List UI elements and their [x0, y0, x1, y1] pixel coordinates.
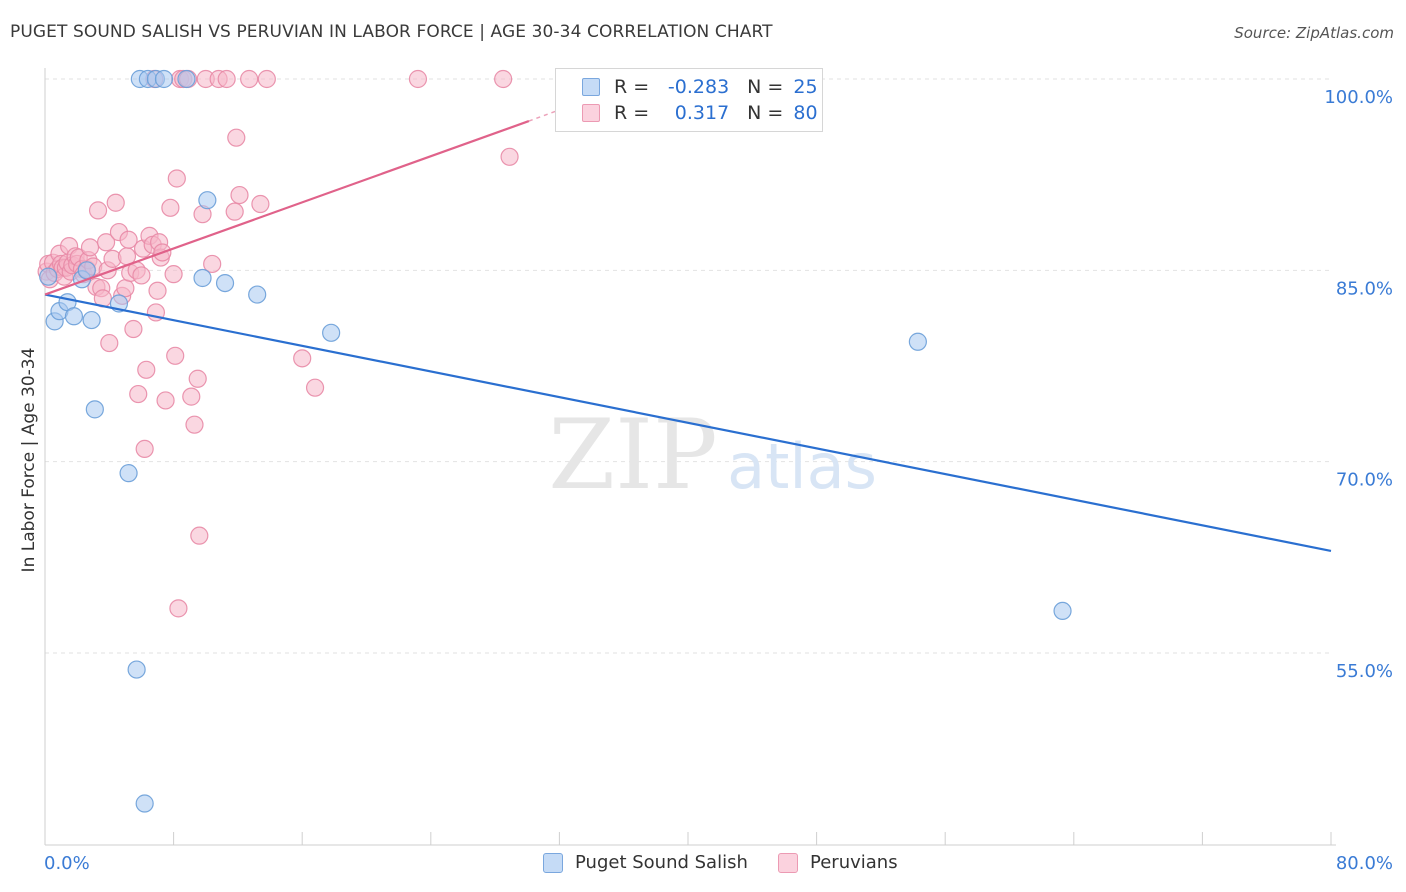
watermark: ZIP atlas: [548, 399, 877, 511]
legend-item-puget[interactable]: Puget Sound Salish: [543, 852, 748, 873]
point-peruvians: [251, 194, 270, 214]
point-peruvians: [408, 69, 428, 89]
point-puget-sound-salish: [119, 464, 138, 483]
point-peruvians: [227, 128, 246, 147]
legend-r-value: -0.283: [667, 76, 730, 98]
x-tick-label: 80.0%: [1336, 853, 1393, 874]
point-puget-sound-salish: [322, 323, 341, 342]
point-peruvians: [167, 169, 186, 188]
legend-r-label: R =: [614, 76, 650, 98]
point-peruvians: [185, 415, 204, 434]
legend-swatch-blue: [543, 852, 563, 873]
legend-row-peruvians: R = 0.317 N = 80: [582, 100, 818, 126]
point-puget-sound-salish: [82, 310, 101, 330]
y-tick-label: 55.0%: [1336, 661, 1393, 682]
source-credit: Source: ZipAtlas.com: [1234, 24, 1394, 42]
legend-n-label: N =: [747, 102, 784, 124]
y-axis-label: In Labor Force | Age 30-34: [19, 348, 39, 573]
point-peruvians: [494, 69, 513, 89]
point-peruvians: [225, 202, 244, 221]
point-peruvians: [190, 526, 209, 545]
point-peruvians: [164, 265, 183, 284]
chart-title: PUGET SOUND SALISH VS PERUVIAN IN LABOR …: [10, 22, 773, 42]
point-peruvians: [132, 266, 151, 285]
point-peruvians: [156, 391, 175, 410]
point-puget-sound-salish: [215, 273, 235, 293]
legend-row-puget: R = -0.283 N = 25: [582, 74, 818, 100]
point-peruvians: [148, 281, 167, 300]
point-peruvians: [217, 69, 236, 89]
point-puget-sound-salish: [64, 307, 84, 326]
point-peruvians: [500, 147, 519, 166]
point-peruvians: [135, 439, 154, 459]
point-peruvians: [106, 193, 125, 212]
point-puget-sound-salish: [248, 285, 267, 304]
point-peruvians: [119, 230, 138, 249]
point-peruvians: [188, 369, 207, 388]
legend-r-label: R =: [614, 102, 650, 124]
legend-swatch-blue: [582, 78, 600, 96]
legend-swatch-pink: [778, 852, 798, 873]
point-peruvians: [166, 346, 185, 365]
point-puget-sound-salish: [154, 69, 174, 89]
trend-line-puget: [44, 293, 1332, 553]
point-puget-sound-salish: [1053, 601, 1072, 621]
legend-n-label: N =: [747, 76, 784, 98]
point-puget-sound-salish: [198, 191, 217, 210]
point-peruvians: [161, 198, 180, 217]
point-puget-sound-salish: [177, 69, 196, 89]
y-tick-label: 100.0%: [1324, 87, 1393, 108]
point-puget-sound-salish: [39, 267, 58, 286]
point-puget-sound-salish: [135, 794, 154, 813]
legend-n-value: 80: [793, 102, 818, 124]
point-peruvians: [80, 238, 100, 257]
point-puget-sound-salish: [193, 268, 212, 288]
y-tick-label: 70.0%: [1336, 470, 1393, 491]
point-peruvians: [203, 254, 222, 274]
point-peruvians: [305, 378, 325, 397]
watermark-atlas: atlas: [727, 430, 877, 503]
legend-swatch-pink: [582, 104, 600, 122]
grid-lines: [45, 78, 1331, 654]
trend-line-peruvians: [44, 120, 530, 296]
point-peruvians: [169, 599, 188, 618]
point-peruvians: [293, 349, 312, 368]
point-puget-sound-salish: [127, 660, 146, 679]
point-peruvians: [88, 201, 108, 220]
point-peruvians: [124, 319, 143, 339]
correlation-legend: R = -0.283 N = 25 R = 0.317 N = 80: [555, 68, 823, 132]
point-peruvians: [240, 69, 259, 89]
tick-labels: 55.0% 70.0% 85.0% 100.0% 0.0% 80.0% In Labor F…: [19, 87, 1393, 874]
data-points: [37, 69, 1072, 813]
point-peruvians: [230, 185, 249, 205]
point-peruvians: [100, 333, 119, 353]
point-peruvians: [137, 360, 156, 379]
legend-n-value: 25: [793, 76, 818, 98]
legend-item-peruvians[interactable]: Peruvians: [778, 852, 898, 873]
legend-r-value: 0.317: [674, 102, 730, 124]
legend-label-puget: Puget Sound Salish: [575, 852, 748, 873]
point-peruvians: [182, 387, 201, 406]
y-tick-label: 85.0%: [1336, 278, 1393, 299]
point-puget-sound-salish: [908, 332, 927, 351]
point-peruvians: [96, 233, 116, 252]
x-tick-label: 0.0%: [44, 853, 90, 874]
point-puget-sound-salish: [85, 400, 104, 419]
watermark-zip: ZIP: [548, 399, 717, 511]
point-peruvians: [116, 279, 135, 298]
axes: [44, 68, 1336, 846]
legend-label-peruvians: Peruvians: [810, 852, 898, 873]
point-peruvians: [129, 384, 148, 404]
point-peruvians: [257, 69, 276, 89]
